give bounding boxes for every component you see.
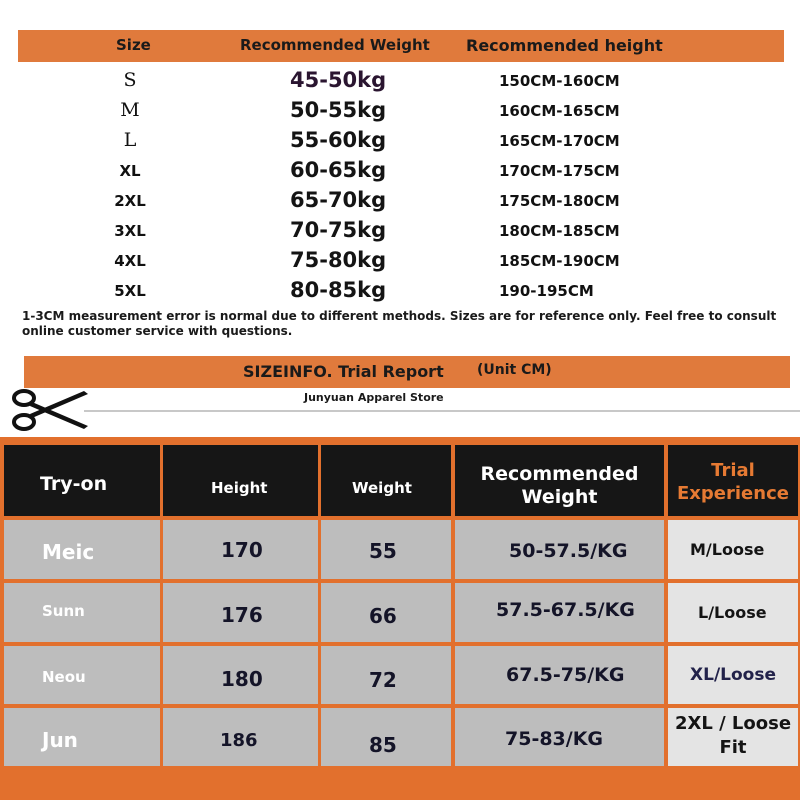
size-label: XL xyxy=(119,162,141,180)
tryon-name-cell: Meic xyxy=(4,520,160,579)
height-cell: 176 xyxy=(163,583,318,642)
recommended-weight-value: 57.5-67.5/KG xyxy=(496,599,635,621)
height-header: Height xyxy=(211,479,268,497)
size-row: L 55-60kg 165CM-170CM xyxy=(0,128,800,158)
tryon-header-cell: Try-on xyxy=(4,445,160,516)
weight-range: 60-65kg xyxy=(290,158,387,182)
size-label: 4XL xyxy=(114,252,146,270)
recommended-weight-header: Recommended Weight xyxy=(480,463,639,508)
recommended-weight-cell: 57.5-67.5/KG xyxy=(455,583,664,642)
size-column-header: Size xyxy=(116,36,151,54)
size-row: S 45-50kg 150CM-160CM xyxy=(0,68,800,98)
trial-report-title: SIZEINFO. Trial Report xyxy=(243,362,444,381)
trial-fit-cell: 2XL / Loose Fit xyxy=(668,708,798,766)
weight-range: 70-75kg xyxy=(290,218,387,242)
trial-fit-value: XL/Loose xyxy=(690,665,776,685)
weight-cell: 72 xyxy=(321,646,451,704)
height-range: 180CM-185CM xyxy=(499,222,620,240)
height-range: 165CM-170CM xyxy=(499,132,620,150)
tryon-name-cell: Sunn xyxy=(4,583,160,642)
measurement-note: 1-3CM measurement error is normal due to… xyxy=(22,309,777,338)
size-label: 2XL xyxy=(114,192,146,210)
weight-value: 66 xyxy=(369,604,397,628)
tryon-name: Jun xyxy=(42,728,78,752)
trial-fit-value: L/Loose xyxy=(698,603,767,622)
size-row: 2XL 65-70kg 175CM-180CM xyxy=(0,188,800,218)
tryon-name-cell: Jun xyxy=(4,708,160,766)
recommended-weight-value: 50-57.5/KG xyxy=(509,540,628,562)
size-chart-header-bar xyxy=(18,30,784,62)
size-label: 3XL xyxy=(114,222,146,240)
size-label: M xyxy=(120,99,140,121)
weight-value: 55 xyxy=(369,539,397,563)
height-cell: 186 xyxy=(163,708,318,766)
height-cell: 170 xyxy=(163,520,318,579)
height-value: 186 xyxy=(220,730,258,751)
recommended-weight-value: 75-83/KG xyxy=(505,728,604,750)
unit-label: (Unit CM) xyxy=(477,362,552,378)
size-label: S xyxy=(123,69,137,91)
tryon-name: Meic xyxy=(42,540,95,564)
weight-value: 72 xyxy=(369,668,397,692)
tryon-header: Try-on xyxy=(40,473,108,495)
weight-cell: 55 xyxy=(321,520,451,579)
tryon-name: Sunn xyxy=(42,602,85,620)
bottom-orange-strip xyxy=(0,770,800,800)
size-label: L xyxy=(123,129,137,151)
cut-line-divider xyxy=(84,410,800,412)
trial-fit-cell: M/Loose xyxy=(668,520,798,579)
size-row: 4XL 75-80kg 185CM-190CM xyxy=(0,248,800,278)
weight-cell: 66 xyxy=(321,583,451,642)
weight-range: 65-70kg xyxy=(290,188,387,212)
height-header-cell: Height xyxy=(163,445,318,516)
recommended-weight-cell: 75-83/KG xyxy=(455,708,664,766)
trial-experience-header-cell: Trial Experience xyxy=(668,445,798,516)
height-range: 170CM-175CM xyxy=(499,162,620,180)
weight-value: 85 xyxy=(369,733,397,757)
trial-fit-cell: XL/Loose xyxy=(668,646,798,704)
recommended-weight-value: 67.5-75/KG xyxy=(506,664,625,686)
height-range: 150CM-160CM xyxy=(499,72,620,90)
weight-column-header: Recommended Weight xyxy=(240,36,430,54)
recommended-weight-header-cell: Recommended Weight xyxy=(455,445,664,516)
height-range: 190-195CM xyxy=(499,282,594,300)
height-range: 175CM-180CM xyxy=(499,192,620,210)
trial-experience-header: Trial Experience xyxy=(677,460,789,504)
scissors-icon xyxy=(12,389,88,431)
trial-fit-value: M/Loose xyxy=(690,540,765,559)
weight-range: 55-60kg xyxy=(290,128,387,152)
weight-cell: 85 xyxy=(321,708,451,766)
recommended-weight-cell: 50-57.5/KG xyxy=(455,520,664,579)
weight-range: 80-85kg xyxy=(290,278,387,302)
trial-fit-value: 2XL / Loose Fit xyxy=(674,713,792,758)
size-label: 5XL xyxy=(114,282,146,300)
height-value: 170 xyxy=(221,538,263,562)
size-row: 3XL 70-75kg 180CM-185CM xyxy=(0,218,800,248)
height-cell: 180 xyxy=(163,646,318,704)
weight-header-cell: Weight xyxy=(321,445,451,516)
weight-header: Weight xyxy=(352,479,412,497)
store-name: Junyuan Apparel Store xyxy=(304,391,444,404)
weight-range: 50-55kg xyxy=(290,98,387,122)
weight-range: 45-50kg xyxy=(290,68,387,92)
recommended-weight-cell: 67.5-75/KG xyxy=(455,646,664,704)
tryon-name-cell: Neou xyxy=(4,646,160,704)
height-column-header: Recommended height xyxy=(466,36,663,55)
size-row: M 50-55kg 160CM-165CM xyxy=(0,98,800,128)
size-row: XL 60-65kg 170CM-175CM xyxy=(0,158,800,188)
trial-fit-cell: L/Loose xyxy=(668,583,798,642)
height-value: 180 xyxy=(221,667,263,691)
size-row: 5XL 80-85kg 190-195CM xyxy=(0,278,800,308)
height-range: 160CM-165CM xyxy=(499,102,620,120)
height-range: 185CM-190CM xyxy=(499,252,620,270)
weight-range: 75-80kg xyxy=(290,248,387,272)
trial-report-banner xyxy=(24,356,790,388)
height-value: 176 xyxy=(221,603,263,627)
tryon-name: Neou xyxy=(42,668,86,686)
